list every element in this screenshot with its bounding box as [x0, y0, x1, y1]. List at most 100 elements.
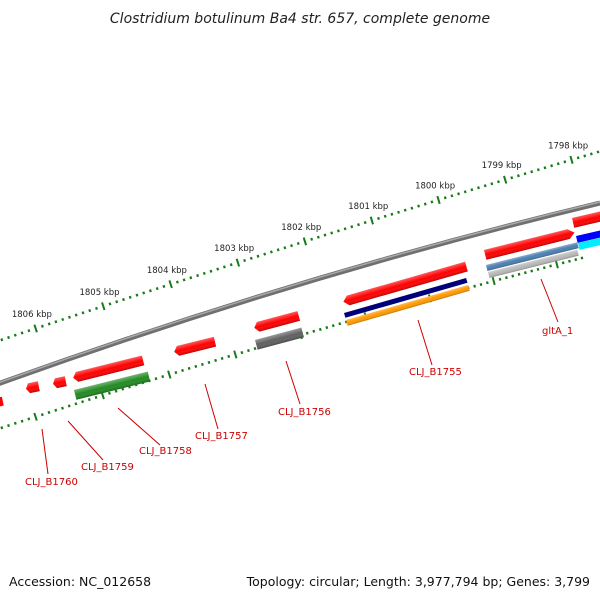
cds-gene-CLJ_B1758[interactable] [72, 355, 145, 383]
scale-minor-tick [227, 354, 231, 358]
leader-line-CLJ_B1757 [204, 383, 219, 430]
scale-minor-tick [338, 322, 342, 326]
scale-minor-tick [563, 160, 567, 164]
scale-minor-tick [122, 297, 125, 302]
scale-minor-tick [114, 389, 118, 393]
cds-gene-CLJ_B1757[interactable] [173, 336, 217, 357]
scale-minor-tick [107, 391, 111, 395]
gene-label-CLJ_B1758[interactable]: CLJ_B1758 [139, 446, 192, 457]
scale-minor-tick [61, 317, 65, 322]
scale-kbp-label: 1799 kbp [482, 161, 522, 171]
gene-label-CLJ_B1755[interactable]: CLJ_B1755 [409, 367, 462, 378]
scale-minor-tick [121, 387, 125, 391]
scale-minor-tick [269, 250, 273, 254]
scale-minor-tick [154, 377, 158, 381]
scale-minor-tick [174, 370, 178, 375]
scale-kbp-label: 1803 kbp [214, 244, 254, 254]
scale-minor-tick [247, 349, 250, 353]
scale-minor-tick [318, 327, 322, 332]
scale-minor-tick [589, 152, 593, 156]
scale-minor-tick [561, 261, 565, 265]
track-gltA_1-blue [576, 229, 600, 243]
leader-line-gltA_1 [540, 278, 559, 323]
scale-minor-tick [530, 170, 534, 174]
map-title: Clostridium botulinum Ba4 str. 657, comp… [110, 11, 490, 27]
scale-minor-tick [390, 212, 394, 216]
scale-kbp-label: 1806 kbp [12, 310, 52, 320]
scale-minor-tick [323, 233, 327, 237]
genome-backbone-highlight [0, 201, 600, 384]
scale-minor-tick [443, 196, 447, 200]
scale-major-tick [569, 155, 574, 164]
scale-minor-tick [249, 256, 253, 260]
cds-gene-CLJ_B1760[interactable] [25, 381, 40, 394]
gene-label-CLJ_B1759[interactable]: CLJ_B1759 [81, 462, 134, 473]
inner-scale-ruler [0, 256, 584, 430]
scale-minor-tick [196, 273, 200, 278]
scale-minor-tick [202, 271, 206, 275]
scale-minor-tick [510, 176, 514, 180]
scale-minor-tick [216, 267, 220, 271]
scale-minor-tick [574, 258, 578, 262]
cds-gene-CLJ_B1755[interactable] [342, 261, 468, 307]
scale-minor-tick [336, 229, 340, 233]
scale-minor-tick [54, 320, 58, 324]
scale-minor-tick [549, 264, 552, 268]
scale-minor-tick [214, 358, 218, 363]
gene-label-CLJ_B1756[interactable]: CLJ_B1756 [278, 407, 331, 418]
scale-minor-tick [523, 172, 527, 176]
cds-gene-CLJ_B1759[interactable] [52, 376, 67, 389]
outer-scale-ruler: 1798 kbp 1799 kbp 1800 kbp 1801 kbp 1802 kbp… [0, 141, 600, 342]
feature-tracks [0, 209, 600, 407]
scale-minor-tick [576, 156, 580, 160]
scale-minor-tick [0, 426, 4, 430]
cds-gene-gltA_1[interactable] [484, 228, 576, 260]
cds-gene-CLJ_B1756[interactable] [253, 311, 301, 333]
scale-minor-tick [20, 331, 24, 335]
scale-minor-tick [187, 366, 191, 370]
scale-minor-tick [350, 225, 354, 229]
scale-minor-tick [115, 300, 119, 304]
scale-minor-tick [67, 404, 71, 408]
scale-minor-tick [343, 227, 347, 231]
scale-minor-tick [243, 258, 247, 263]
scale-minor-tick [81, 311, 85, 315]
scale-minor-tick [7, 423, 10, 428]
track-gltA_1-silver [487, 249, 579, 278]
scale-minor-tick [470, 188, 474, 192]
scale-minor-tick [417, 204, 421, 208]
scale-minor-tick [74, 402, 78, 406]
cds-gene-left-edge[interactable] [0, 396, 4, 407]
scale-minor-tick [325, 325, 329, 330]
scale-minor-tick [61, 406, 64, 410]
scale-major-tick [168, 280, 173, 289]
scale-major-tick [235, 258, 241, 267]
scale-minor-tick [530, 269, 534, 273]
scale-minor-tick [312, 329, 316, 333]
scale-minor-tick [47, 322, 51, 326]
scale-minor-tick [189, 276, 193, 280]
gene-label-gltA_1[interactable]: gltA_1 [542, 326, 573, 337]
genome-summary-text: Topology: circular; Length: 3,977,794 bp… [246, 574, 590, 589]
cds-gene-right-edge[interactable] [572, 209, 600, 228]
scale-minor-tick [556, 162, 560, 166]
scale-major-tick [491, 276, 496, 286]
scale-minor-tick [580, 256, 584, 260]
scale-minor-tick [397, 210, 400, 214]
track-CLJ_B1755-orange [346, 284, 470, 326]
scale-minor-tick [290, 244, 293, 248]
scale-minor-tick [194, 364, 198, 369]
gene-label-CLJ_B1760[interactable]: CLJ_B1760 [25, 477, 78, 488]
gene-label-CLJ_B1757[interactable]: CLJ_B1757 [195, 431, 248, 442]
scale-minor-tick [296, 241, 300, 246]
scale-major-tick [167, 370, 172, 379]
scale-major-tick [101, 302, 106, 311]
scale-major-tick [369, 216, 374, 225]
leader-line-CLJ_B1756 [285, 360, 301, 405]
scale-kbp-label: 1804 kbp [147, 266, 187, 276]
scale-minor-tick [330, 231, 334, 235]
scale-minor-tick [497, 180, 500, 184]
scale-minor-tick [517, 272, 521, 276]
scale-minor-tick [47, 410, 51, 415]
